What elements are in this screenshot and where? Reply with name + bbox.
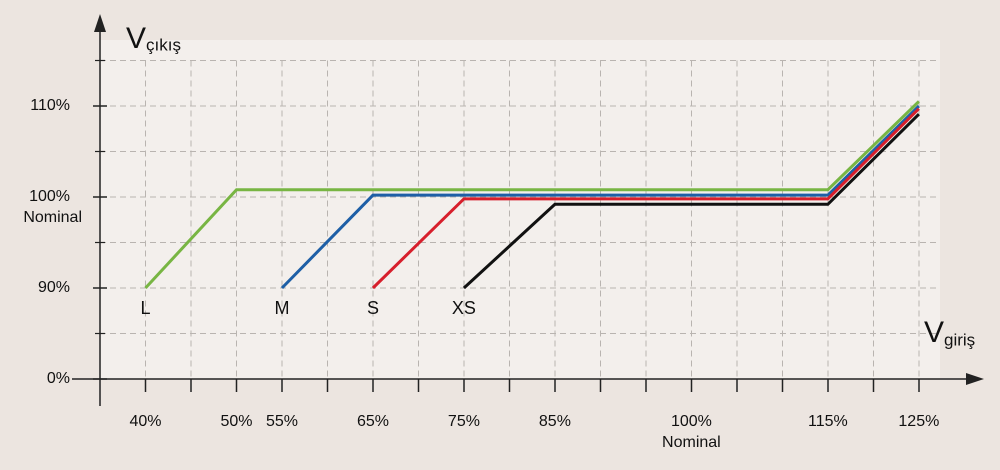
x-tick-label: 55%: [266, 413, 298, 430]
series-label: S: [367, 298, 379, 318]
x-axis-symbol: V: [924, 316, 944, 349]
y-axis-subscript: çıkış: [146, 35, 181, 54]
series-label: M: [274, 298, 289, 318]
x-arrow: [966, 373, 984, 385]
x-tick-label: 40%: [129, 413, 161, 430]
y-tick-label: 100%: [29, 188, 70, 205]
y-arrow: [94, 14, 106, 32]
series-line: [280, 104, 920, 290]
y-tick-label: 90%: [38, 279, 70, 296]
y-tick-sublabel: Nominal: [23, 209, 82, 226]
series-line: [371, 107, 920, 290]
series-line: [462, 113, 920, 290]
x-tick-label: 50%: [220, 413, 252, 430]
x-tick-sublabel: Nominal: [662, 434, 721, 451]
y-tick-label: 110%: [30, 97, 70, 114]
series-line: [144, 100, 920, 290]
x-tick-label: 75%: [448, 413, 480, 430]
series-label: L: [140, 298, 150, 318]
x-axis-subscript: giriş: [944, 330, 975, 349]
y-tick-label: 0%: [47, 370, 70, 387]
plot-area: [100, 40, 940, 379]
grid: [100, 60, 940, 379]
y-axis-symbol: V: [126, 22, 146, 55]
x-tick-label: 115%: [808, 413, 848, 430]
x-tick-label: 125%: [898, 413, 939, 430]
x-tick-label: 65%: [357, 413, 389, 430]
series-label: XS: [452, 298, 476, 318]
x-tick-label: 85%: [539, 413, 571, 430]
x-tick-label: 100%: [671, 413, 712, 430]
